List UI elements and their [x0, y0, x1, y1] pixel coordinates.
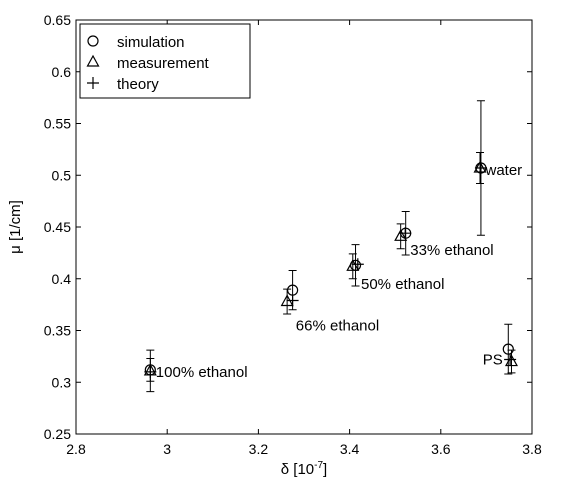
annotation-label: 66% ethanol	[296, 317, 379, 334]
y-tick-label: 0.4	[52, 271, 72, 287]
legend-label-simulation: simulation	[117, 34, 185, 51]
legend-label-theory: theory	[117, 76, 159, 93]
annotations: 100% ethanol 66% ethanol 50% ethanol 33% et…	[156, 162, 522, 381]
measurement-error-bar	[283, 288, 292, 315]
y-tick-label: 0.35	[44, 323, 71, 339]
theory-point	[399, 227, 412, 240]
circle-marker-icon	[87, 35, 99, 47]
y-tick-label: 0.3	[52, 374, 72, 390]
y-tick-label: 0.5	[52, 167, 72, 183]
legend-box	[79, 23, 251, 99]
annotation-label: water	[484, 162, 522, 179]
y-tick-label: 0.6	[52, 64, 72, 80]
plot-frame	[75, 19, 533, 435]
simulation-point	[502, 343, 514, 355]
x-tick-label: 3.8	[522, 441, 542, 457]
legend-item-simulation: simulation	[87, 34, 185, 51]
x-tick-label: 2.8	[66, 441, 86, 457]
axis-ticks: 2.8 3 3.2 3.4 3.6 3.8 0.25 0.3 0.35 0.4 0.45 0.5 0.5…	[44, 12, 542, 457]
y-tick-label: 0.55	[44, 116, 71, 132]
annotation-label: 50% ethanol	[361, 276, 444, 293]
legend-label-measurement: measurement	[117, 55, 210, 72]
annotation-label: 100% ethanol	[156, 364, 248, 381]
x-tick-label: 3.4	[340, 441, 360, 457]
triangle-marker-icon	[86, 54, 100, 67]
y-axis-label: μ [1/cm]	[7, 200, 24, 254]
y-tick-label: 0.45	[44, 219, 71, 235]
measurement-error-bar	[396, 223, 405, 250]
measurement-point	[346, 259, 360, 271]
theory-point	[504, 353, 517, 366]
x-tick-label: 3	[163, 441, 171, 457]
legend-item-theory: theory	[87, 76, 159, 93]
legend-item-measurement: measurement	[86, 54, 210, 72]
x-tick-label: 3.6	[431, 441, 451, 457]
y-tick-label: 0.65	[44, 12, 71, 28]
theory-point	[474, 162, 487, 175]
plus-marker-icon	[87, 77, 99, 89]
measurement-error-bar	[348, 253, 357, 280]
x-axis-label: δ [10-7]	[281, 460, 327, 478]
legend: simulation measurement theory	[79, 23, 251, 99]
x-tick-label: 3.2	[249, 441, 269, 457]
measurement-point	[504, 354, 518, 367]
measurement-point	[394, 229, 408, 241]
theory-point	[286, 294, 299, 307]
annotation-label: PS	[483, 351, 503, 368]
annotation-label: 33% ethanol	[410, 242, 493, 259]
data-points	[143, 100, 518, 393]
measurement-point	[473, 160, 487, 173]
theory-point	[351, 258, 364, 271]
theory-point	[144, 365, 157, 378]
measurement-error-bar	[507, 349, 516, 374]
y-tick-label: 0.25	[44, 426, 71, 442]
